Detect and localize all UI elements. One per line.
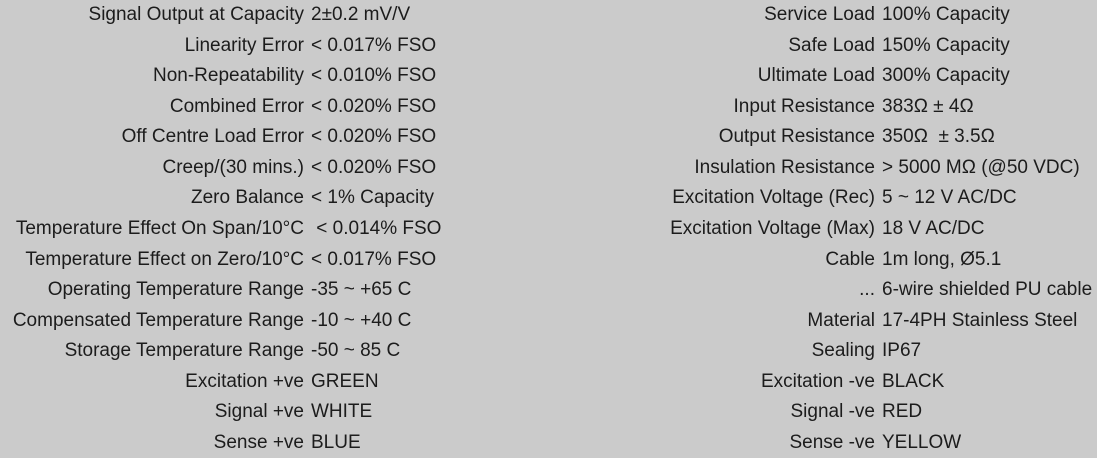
spec-label: Excitation Voltage (Rec) <box>672 187 875 209</box>
spec-row: Linearity Error < 0.017% FSO <box>0 31 547 62</box>
spec-row: Service Load 100% Capacity <box>547 0 1097 31</box>
spec-row: Sense +ve BLUE <box>0 427 547 458</box>
spec-label: Output Resistance <box>718 126 875 148</box>
spec-value: 350Ω ± 3.5Ω <box>882 126 995 148</box>
spec-label: Signal Output at Capacity <box>88 4 304 26</box>
spec-label: Excitation Voltage (Max) <box>670 217 875 239</box>
spec-row: Excitation Voltage (Rec) 5 ~ 12 V AC/DC <box>547 183 1097 214</box>
spec-label: Combined Error <box>169 95 304 117</box>
spec-row: Signal +ve WHITE <box>0 397 547 428</box>
spec-row: Signal Output at Capacity 2±0.2 mV/V <box>0 0 547 31</box>
spec-label: Ultimate Load <box>757 65 875 87</box>
spec-row: Insulation Resistance > 5000 MΩ (@50 VDC) <box>547 153 1097 184</box>
spec-row: Excitation +ve GREEN <box>0 366 547 397</box>
spec-row: Non-Repeatability < 0.010% FSO <box>0 61 547 92</box>
spec-row: Storage Temperature Range -50 ~ 85 C <box>0 336 547 367</box>
spec-value: < 0.010% FSO <box>311 65 437 87</box>
spec-row: Input Resistance 383Ω ± 4Ω <box>547 92 1097 123</box>
spec-label: Non-Repeatability <box>152 65 304 87</box>
spec-label: Service Load <box>764 4 875 26</box>
spec-row: Material 17-4PH Stainless Steel <box>547 305 1097 336</box>
spec-row: Ultimate Load 300% Capacity <box>547 61 1097 92</box>
spec-value: 383Ω ± 4Ω <box>882 95 974 117</box>
spec-column-right: Service Load 100% Capacity Safe Load 150% C… <box>547 0 1097 458</box>
spec-row: Creep/(30 mins.) < 0.020% FSO <box>0 153 547 184</box>
spec-value: YELLOW <box>882 431 962 453</box>
spec-label: Cable <box>825 248 875 270</box>
spec-row: Zero Balance < 1% Capacity <box>0 183 547 214</box>
spec-value: < 0.017% FSO <box>311 248 437 270</box>
spec-value: < 0.020% FSO <box>311 156 437 178</box>
spec-value: < 0.020% FSO <box>311 126 437 148</box>
spec-label: Safe Load <box>788 34 875 56</box>
spec-row: ... 6-wire shielded PU cable <box>547 275 1097 306</box>
spec-label: Temperature Effect on Zero/10°C <box>25 248 304 270</box>
spec-label: Excitation +ve <box>185 370 304 392</box>
spec-row: Sense -ve YELLOW <box>547 427 1097 458</box>
spec-label: Zero Balance <box>190 187 304 209</box>
spec-label: ... <box>859 279 875 301</box>
spec-row: Cable 1m long, Ø5.1 <box>547 244 1097 275</box>
spec-row: Compensated Temperature Range -10 ~ +40 C <box>0 305 547 336</box>
spec-value: RED <box>882 401 923 423</box>
spec-value: BLACK <box>882 370 945 392</box>
spec-value: 17-4PH Stainless Steel <box>882 309 1078 331</box>
spec-value: WHITE <box>311 401 373 423</box>
spec-row: Safe Load 150% Capacity <box>547 31 1097 62</box>
spec-label: Signal -ve <box>790 401 876 423</box>
spec-value: < 0.020% FSO <box>311 95 437 117</box>
spec-label: Input Resistance <box>733 95 875 117</box>
spec-label: Material <box>807 309 875 331</box>
spec-label: Creep/(30 mins.) <box>162 156 305 178</box>
spec-label: Storage Temperature Range <box>64 340 304 362</box>
spec-label: Off Centre Load Error <box>121 126 304 148</box>
spec-row: Combined Error < 0.020% FSO <box>0 92 547 123</box>
spec-row: Temperature Effect On Span/10°C < 0.014%… <box>0 214 547 245</box>
spec-value: < 1% Capacity <box>311 187 435 209</box>
spec-label: Signal +ve <box>214 401 304 423</box>
spec-label: Temperature Effect On Span/10°C <box>15 217 304 239</box>
spec-row: Operating Temperature Range -35 ~ +65 C <box>0 275 547 306</box>
spec-value: 100% Capacity <box>882 4 1010 26</box>
spec-label: Linearity Error <box>184 34 304 56</box>
spec-value: < 0.017% FSO <box>311 34 437 56</box>
spec-row: Output Resistance 350Ω ± 3.5Ω <box>547 122 1097 153</box>
spec-value: 2±0.2 mV/V <box>311 4 411 26</box>
spec-value: 300% Capacity <box>882 65 1010 87</box>
spec-label: Operating Temperature Range <box>47 279 304 301</box>
spec-row: Signal -ve RED <box>547 397 1097 428</box>
spec-column-left: Signal Output at Capacity 2±0.2 mV/V Linea… <box>0 0 547 458</box>
spec-label: Sense -ve <box>789 431 875 453</box>
spec-row: Excitation -ve BLACK <box>547 366 1097 397</box>
spec-row: Excitation Voltage (Max) 18 V AC/DC <box>547 214 1097 245</box>
spec-value: 6-wire shielded PU cable <box>882 279 1093 301</box>
spec-label: Sealing <box>811 340 875 362</box>
spec-label: Excitation -ve <box>760 370 875 392</box>
spec-value: 150% Capacity <box>882 34 1010 56</box>
spec-row: Sealing IP67 <box>547 336 1097 367</box>
spec-value: 5 ~ 12 V AC/DC <box>882 187 1017 209</box>
spec-value: -50 ~ 85 C <box>311 340 401 362</box>
spec-label: Compensated Temperature Range <box>12 309 304 331</box>
spec-value: -35 ~ +65 C <box>311 279 412 301</box>
spec-value: BLUE <box>311 431 361 453</box>
spec-row: Off Centre Load Error < 0.020% FSO <box>0 122 547 153</box>
spec-value: -10 ~ +40 C <box>311 309 412 331</box>
spec-row: Temperature Effect on Zero/10°C < 0.017% … <box>0 244 547 275</box>
spec-value: > 5000 MΩ (@50 VDC) <box>882 156 1080 178</box>
spec-value: GREEN <box>311 370 379 392</box>
spec-value: 18 V AC/DC <box>882 217 985 239</box>
spec-value: IP67 <box>882 340 922 362</box>
spec-label: Sense +ve <box>213 431 304 453</box>
spec-value: < 0.014% FSO <box>311 217 442 239</box>
spec-value: 1m long, Ø5.1 <box>882 248 1002 270</box>
spec-label: Insulation Resistance <box>694 156 875 178</box>
